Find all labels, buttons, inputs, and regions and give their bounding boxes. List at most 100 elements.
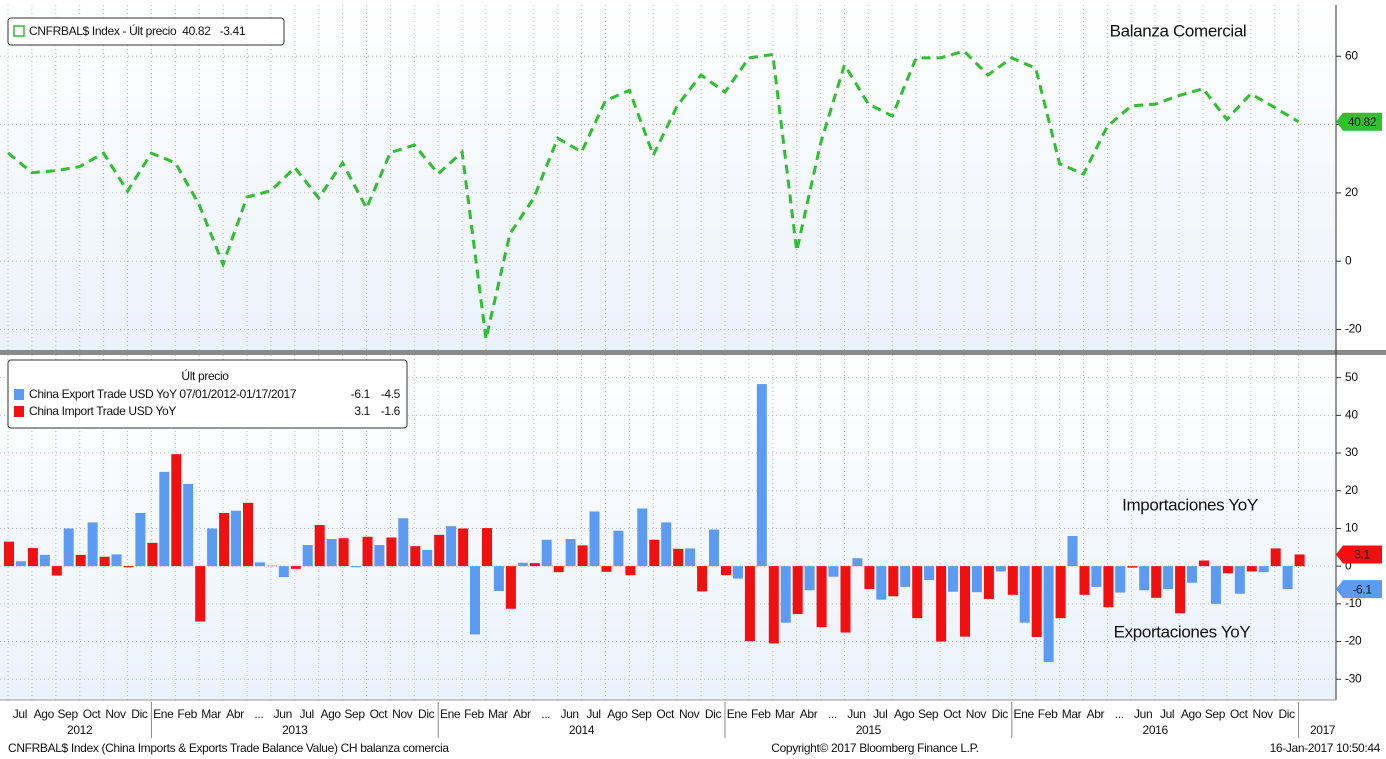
value-tag [1336, 580, 1382, 599]
bar [195, 566, 206, 622]
bar [792, 566, 803, 615]
x-tick-label: Abr [513, 707, 531, 721]
bar [171, 454, 182, 567]
x-tick-label: Mar [201, 707, 221, 721]
bar [1055, 566, 1066, 619]
legend-change: -1.6 [381, 404, 401, 418]
bar [983, 566, 994, 599]
panel-separator [0, 350, 1386, 355]
x-tick-label: Nov [392, 707, 413, 721]
x-tick-label: Jul [13, 707, 27, 721]
bar [505, 566, 516, 609]
bar [63, 528, 74, 567]
bar [625, 566, 636, 576]
value-tag-label: -6.1 [1352, 582, 1372, 596]
legend-label: China Export Trade USD YoY 07/01/2012-01… [29, 387, 297, 401]
bar [446, 526, 457, 567]
x-tick-label: Ago [1181, 707, 1202, 721]
bar [290, 566, 301, 569]
bar [1294, 554, 1305, 567]
bar [960, 566, 970, 637]
x-tick-label: ... [828, 707, 837, 721]
bar [219, 512, 230, 567]
bar [1139, 566, 1150, 591]
legend-label: China Import Trade USD YoY [29, 404, 176, 418]
bar [613, 530, 624, 567]
x-tick-label: Dic [705, 707, 722, 721]
bar [529, 563, 540, 567]
x-tick-label: Ene [727, 707, 748, 721]
bar [135, 512, 146, 567]
legend-last: 40.82 [182, 24, 211, 38]
bar [231, 510, 241, 567]
bar [326, 539, 337, 567]
x-tick-label: Oct [943, 707, 962, 721]
bar [386, 537, 397, 567]
legend-swatch [14, 389, 24, 400]
bar [338, 538, 349, 567]
x-tick-label: Oct [656, 707, 675, 721]
legend-last: 3.1 [354, 404, 370, 418]
x-tick-label: Abr [1087, 707, 1105, 721]
bar [362, 536, 373, 567]
x-tick-label: Oct [1230, 707, 1249, 721]
x-tick-label: Oct [370, 707, 389, 721]
top-plot-bg [0, 5, 1336, 350]
bar [410, 546, 421, 567]
bar [1199, 560, 1209, 567]
bar [1019, 566, 1030, 623]
bar [721, 566, 731, 576]
value-tag [1336, 545, 1382, 564]
x-tick-label: Ago [320, 707, 341, 721]
bar [900, 566, 911, 587]
bar [828, 566, 839, 577]
legend-change: -4.5 [381, 387, 401, 401]
x-tick-label: Oct [83, 707, 102, 721]
x-tick-label: Jul [300, 707, 314, 721]
x-tick-label: Jun [1134, 707, 1152, 721]
x-tick-label: Feb [177, 707, 197, 721]
legend-title: Últ precio [181, 368, 229, 383]
bar [207, 528, 218, 567]
bar [159, 471, 170, 567]
x-tick-label: Abr [226, 707, 244, 721]
bar [254, 562, 265, 567]
x-year-label: 2017 [1310, 723, 1336, 737]
bar [1270, 548, 1281, 567]
bar [493, 566, 504, 592]
x-tick-label: Ago [894, 707, 915, 721]
bar [816, 566, 827, 628]
bar [434, 534, 445, 567]
x-year-label: 2014 [569, 723, 595, 737]
bar [780, 566, 791, 623]
bar [517, 562, 528, 567]
bar [4, 541, 14, 567]
x-tick-label: Nov [679, 707, 700, 721]
y-tick-label: -10 [1345, 596, 1362, 610]
footer-source: CNFRBAL$ Index (China Imports & Exports … [8, 741, 449, 755]
bar [876, 566, 887, 600]
bar [1163, 566, 1174, 590]
value-tag-label: 40.82 [1348, 115, 1377, 129]
x-tick-label: Nov [966, 707, 987, 721]
bar [302, 545, 313, 567]
bar [589, 511, 600, 567]
x-tick-label: Ene [1014, 707, 1035, 721]
x-tick-label: Mar [775, 707, 795, 721]
y-tick-label: 30 [1345, 445, 1358, 459]
bar [948, 566, 958, 592]
x-tick-label: Dic [992, 707, 1009, 721]
bar [756, 384, 767, 567]
top-legend: CNFRBAL$ Index - Últ precio 40.82 -3.41 [29, 23, 246, 38]
y-tick-label: -30 [1345, 671, 1362, 685]
bar [541, 539, 552, 567]
bar [314, 525, 325, 567]
y-tick-label: 60 [1345, 48, 1358, 62]
x-tick-label: Jul [873, 707, 887, 721]
bar [1210, 566, 1221, 604]
x-tick-label: Nov [105, 707, 126, 721]
y-tick-label: 20 [1345, 483, 1358, 497]
bar [1175, 566, 1186, 614]
x-tick-label: ... [541, 707, 550, 721]
bar [1043, 566, 1054, 662]
